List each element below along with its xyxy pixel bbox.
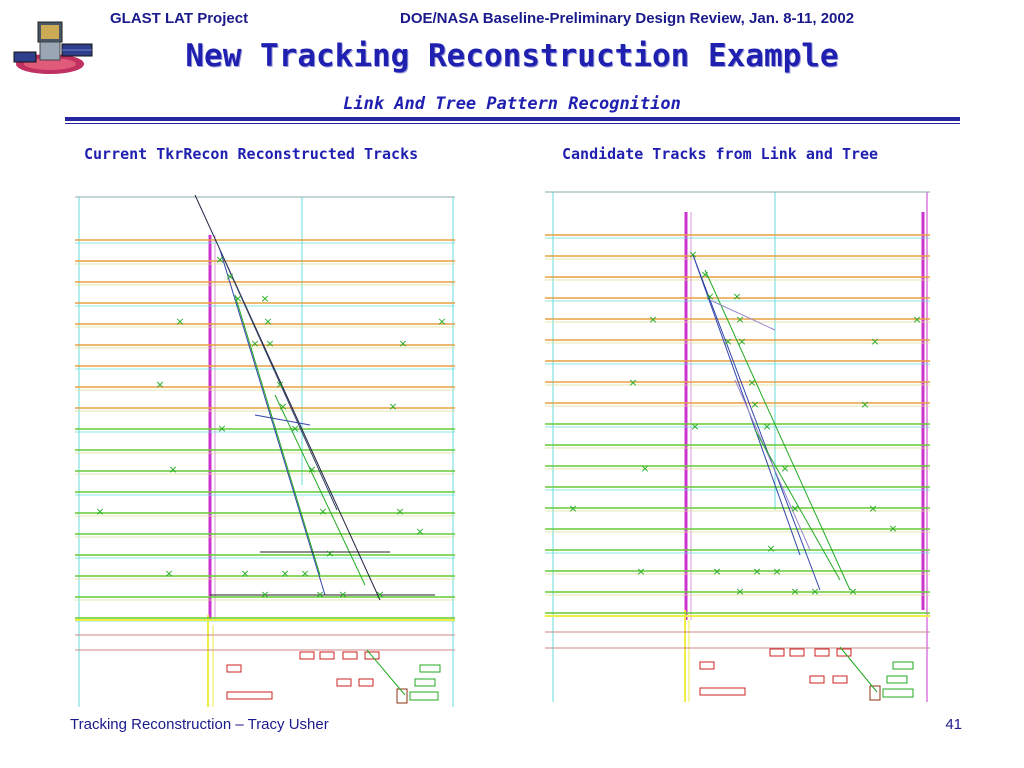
hit-marker: × <box>338 588 347 601</box>
hit-marker: × <box>325 547 334 560</box>
hit-marker: × <box>690 420 699 433</box>
calorimeter-blocks-right <box>545 615 930 701</box>
hit-marker: × <box>780 462 789 475</box>
hit-marker: × <box>265 337 274 350</box>
detector-frame-left <box>75 196 455 707</box>
hit-marker: × <box>398 337 407 350</box>
hit-marker: × <box>735 313 744 326</box>
page-number: 41 <box>945 716 962 733</box>
panel-caption-right: Candidate Tracks from Link and Tree <box>562 145 879 163</box>
hit-markers-left: × × × × × × × × × × × × × × × × × × × × × × × × × × × × × × × <box>95 253 446 601</box>
hit-marker: × <box>290 422 299 435</box>
header-project: GLAST LAT Project <box>110 10 249 27</box>
hit-marker: × <box>766 542 775 555</box>
link-tree-event-svg: × × × × × × × × × × × × × × × × × × × × × × × × × × × × × × × <box>545 191 930 702</box>
hit-marker: × <box>636 565 645 578</box>
hit-marker: × <box>735 585 744 598</box>
hit-marker: × <box>260 292 269 305</box>
title-rule-thick <box>65 117 960 121</box>
hit-markers-right: × × × × × × × × × × × × × × × × × × × × × × × × × × × × × × × <box>568 248 921 598</box>
hit-marker: × <box>415 525 424 538</box>
tracker-layers-right <box>545 234 930 617</box>
hit-marker: × <box>772 565 781 578</box>
tkrrecon-event-svg: × × × × × × × × × × × × × × × × × × × × × × × × × × × × × × × <box>75 194 455 707</box>
hit-marker: × <box>168 463 177 476</box>
hit-marker: × <box>155 378 164 391</box>
hit-marker: × <box>747 376 756 389</box>
footer-text: Tracking Reconstruction – Tracy Usher <box>70 716 329 733</box>
hit-marker: × <box>810 585 819 598</box>
hit-marker: × <box>640 462 649 475</box>
hit-marker: × <box>175 315 184 328</box>
header-review: DOE/NASA Baseline-Preliminary Design Rev… <box>400 10 855 27</box>
hit-marker: × <box>848 585 857 598</box>
hit-marker: × <box>762 420 771 433</box>
hit-marker: × <box>860 398 869 411</box>
hit-marker: × <box>888 522 897 535</box>
hit-marker: × <box>732 290 741 303</box>
hit-marker: × <box>568 502 577 515</box>
hit-marker: × <box>868 502 877 515</box>
title-rule-thin <box>65 123 960 124</box>
detector-frame-right <box>545 191 930 702</box>
hit-marker: × <box>712 565 721 578</box>
hit-marker: × <box>300 567 309 580</box>
hit-marker: × <box>375 588 384 601</box>
candidate-tracks-right <box>692 254 851 591</box>
tkrrecon-event-display: × × × × × × × × × × × × × × × × × × × × × × × × × × × × × × × <box>75 194 455 710</box>
hit-marker: × <box>688 248 697 261</box>
hit-marker: × <box>217 422 226 435</box>
hit-marker: × <box>315 588 324 601</box>
hit-marker: × <box>263 315 272 328</box>
hit-marker: × <box>628 376 637 389</box>
slide-title: New Tracking Reconstruction Example <box>185 38 839 74</box>
hit-marker: × <box>280 567 289 580</box>
slide-subtitle: Link And Tree Pattern Recognition <box>343 94 681 114</box>
tracker-layers-left <box>75 239 455 622</box>
hit-marker: × <box>395 505 404 518</box>
hit-marker: × <box>752 565 761 578</box>
hit-marker: × <box>275 378 284 391</box>
hit-marker: × <box>95 505 104 518</box>
hit-marker: × <box>750 398 759 411</box>
hit-marker: × <box>437 315 446 328</box>
glast-satellite-logo <box>13 21 93 74</box>
panel-caption-left: Current TkrRecon Reconstructed Tracks <box>84 145 419 163</box>
hit-marker: × <box>790 502 799 515</box>
hit-marker: × <box>700 268 709 281</box>
hit-marker: × <box>307 463 316 476</box>
hit-marker: × <box>250 337 259 350</box>
hit-marker: × <box>870 335 879 348</box>
hit-marker: × <box>260 588 269 601</box>
hit-marker: × <box>225 270 234 283</box>
hit-marker: × <box>648 313 657 326</box>
hit-marker: × <box>240 567 249 580</box>
hit-marker: × <box>318 505 327 518</box>
hit-marker: × <box>705 290 714 303</box>
hit-marker: × <box>233 292 242 305</box>
hit-marker: × <box>737 335 746 348</box>
hit-marker: × <box>912 313 921 326</box>
calorimeter-blocks-left <box>75 619 455 704</box>
hit-marker: × <box>278 400 287 413</box>
hit-marker: × <box>215 253 224 266</box>
hit-marker: × <box>164 567 173 580</box>
link-tree-event-display: × × × × × × × × × × × × × × × × × × × × × × × × × × × × × × × <box>545 190 930 705</box>
hit-marker: × <box>388 400 397 413</box>
hit-marker: × <box>790 585 799 598</box>
reconstructed-tracks-left <box>194 194 435 601</box>
hit-marker: × <box>723 335 732 348</box>
